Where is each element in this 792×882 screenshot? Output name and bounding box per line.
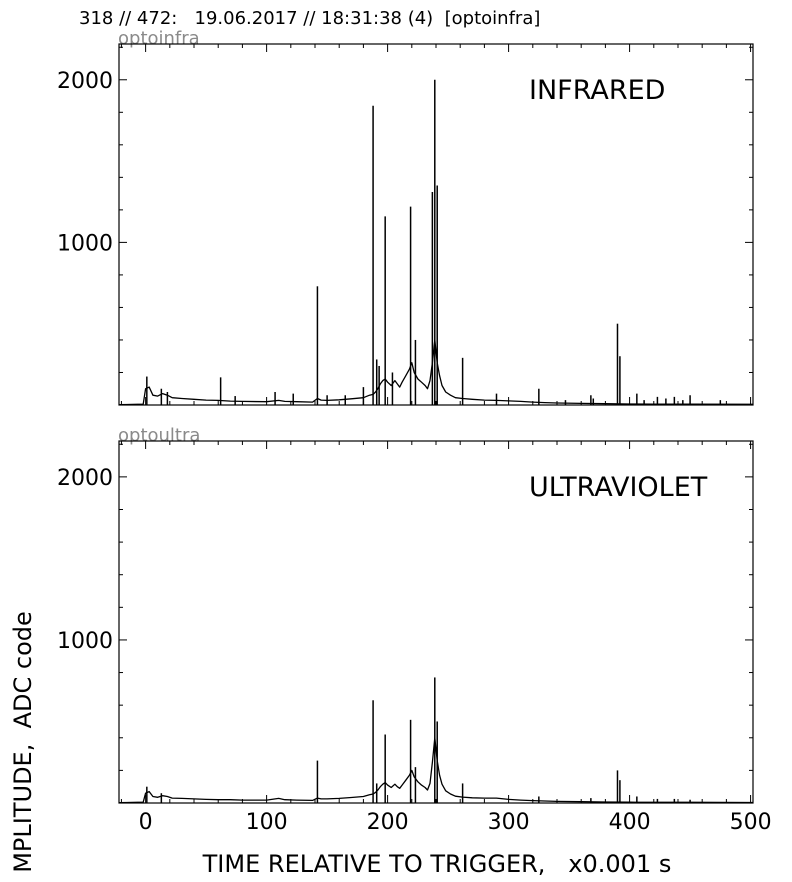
- x-tick-label: 100: [246, 810, 288, 835]
- x-axis-label: TIME RELATIVE TO TRIGGER, x0.001 s: [202, 850, 672, 878]
- x-tick-label: 500: [730, 810, 772, 835]
- y-tick-label: 1000: [57, 231, 113, 256]
- panel-title-optoinfra: INFRARED: [529, 75, 665, 106]
- plot-panel-2: 0 100 200 300 400 500 1000 2000 ULTRAVIOLET: [57, 440, 772, 835]
- y-axis-label: MPLITUDE, ADC code: [9, 611, 37, 873]
- panel-title-optoultra: ULTRAVIOLET: [529, 472, 708, 503]
- x-tick-label: 300: [488, 810, 530, 835]
- x-tick-label: 400: [609, 810, 651, 835]
- plot-frame: [118, 440, 754, 804]
- plot-frame: [118, 43, 754, 406]
- plot-panel-1: 1000 2000 INFRARED: [57, 43, 754, 406]
- y-tick-label: 1000: [57, 629, 113, 654]
- series-line-optoultra: [118, 737, 754, 804]
- y-tick-label: 2000: [57, 466, 113, 491]
- series-line-optoinfra: [118, 339, 754, 406]
- x-tick-label: 0: [139, 810, 153, 835]
- figure-title: 318 // 472: 19.06.2017 // 18:31:38 (4) […: [79, 8, 541, 29]
- y-tick-label: 2000: [57, 69, 113, 94]
- x-tick-label: 200: [367, 810, 409, 835]
